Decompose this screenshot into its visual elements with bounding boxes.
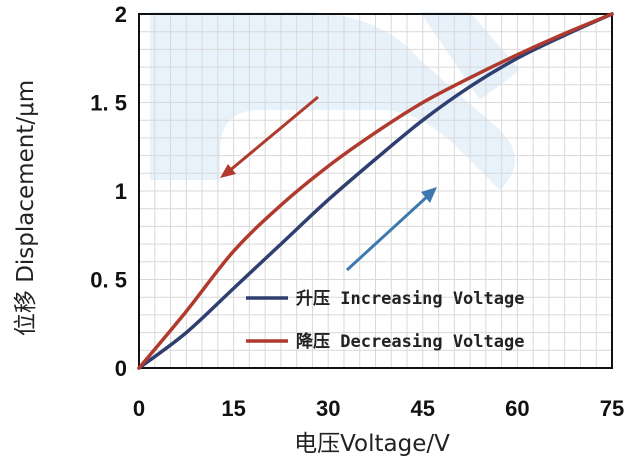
y-tick-label: 1 bbox=[115, 179, 127, 204]
grid bbox=[139, 14, 612, 368]
x-axis-label: 电压Voltage/V bbox=[294, 431, 450, 457]
legend-label-increasing: 升压 Increasing Voltage bbox=[296, 289, 524, 309]
x-tick-label: 15 bbox=[221, 396, 245, 421]
decreasing-direction-arrow bbox=[220, 95, 319, 178]
y-axis-label: 位移 Displacement/μm bbox=[13, 80, 39, 336]
legend: 升压 Increasing Voltage 降压 Decreasing Volt… bbox=[246, 289, 524, 352]
y-tick-label: 2 bbox=[115, 2, 127, 27]
series-line-increasing bbox=[137, 12, 614, 370]
y-tick-labels: 0 0. 5 1 1. 5 2 bbox=[90, 2, 127, 381]
x-tick-label: 60 bbox=[505, 396, 529, 421]
plot-frame bbox=[138, 13, 613, 369]
x-tick-label: 30 bbox=[316, 396, 340, 421]
series-layer bbox=[137, 12, 614, 370]
x-tick-label: 45 bbox=[411, 396, 435, 421]
increasing-direction-arrow bbox=[345, 187, 437, 272]
watermark-logo bbox=[150, 12, 520, 190]
x-tick-label: 0 bbox=[133, 396, 145, 421]
y-tick-label: 0 bbox=[115, 356, 127, 381]
legend-label-decreasing: 降压 Decreasing Voltage bbox=[296, 331, 524, 352]
x-tick-label: 75 bbox=[600, 396, 624, 421]
y-tick-label: 1. 5 bbox=[90, 91, 127, 116]
x-tick-labels: 0 15 30 45 60 75 bbox=[133, 396, 624, 421]
series-line-decreasing bbox=[137, 12, 614, 370]
y-tick-label: 0. 5 bbox=[90, 268, 127, 293]
